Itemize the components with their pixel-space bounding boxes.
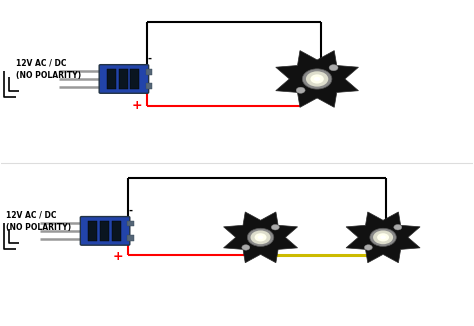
Bar: [88, 221, 97, 241]
Circle shape: [370, 228, 396, 246]
Polygon shape: [276, 51, 358, 107]
Circle shape: [310, 74, 324, 83]
Circle shape: [377, 233, 389, 242]
Bar: [118, 69, 128, 89]
Text: 12V AC / DC
(NO POLARITY): 12V AC / DC (NO POLARITY): [16, 59, 81, 80]
Bar: [111, 221, 120, 241]
Circle shape: [242, 245, 250, 250]
Bar: [127, 221, 134, 227]
Bar: [130, 69, 139, 89]
Circle shape: [271, 225, 279, 230]
Bar: [107, 69, 116, 89]
Text: -: -: [129, 206, 133, 216]
Polygon shape: [224, 212, 298, 263]
Circle shape: [306, 71, 328, 87]
Circle shape: [247, 228, 274, 246]
Bar: [146, 69, 153, 75]
Bar: [127, 235, 134, 241]
Text: -: -: [148, 54, 152, 64]
Text: 12V AC / DC
(NO POLARITY): 12V AC / DC (NO POLARITY): [6, 211, 71, 231]
FancyBboxPatch shape: [80, 216, 130, 245]
Circle shape: [258, 235, 264, 239]
Circle shape: [251, 230, 271, 244]
Circle shape: [329, 65, 338, 71]
Circle shape: [380, 235, 386, 239]
Bar: [146, 83, 153, 89]
Circle shape: [373, 230, 393, 244]
Polygon shape: [346, 212, 420, 263]
FancyBboxPatch shape: [99, 65, 149, 93]
Text: +: +: [113, 250, 123, 263]
Circle shape: [296, 87, 305, 93]
Circle shape: [314, 77, 320, 81]
Bar: [100, 221, 109, 241]
Text: +: +: [132, 98, 142, 111]
Circle shape: [255, 233, 266, 242]
Circle shape: [365, 245, 373, 250]
Circle shape: [394, 225, 402, 230]
Circle shape: [302, 69, 332, 89]
